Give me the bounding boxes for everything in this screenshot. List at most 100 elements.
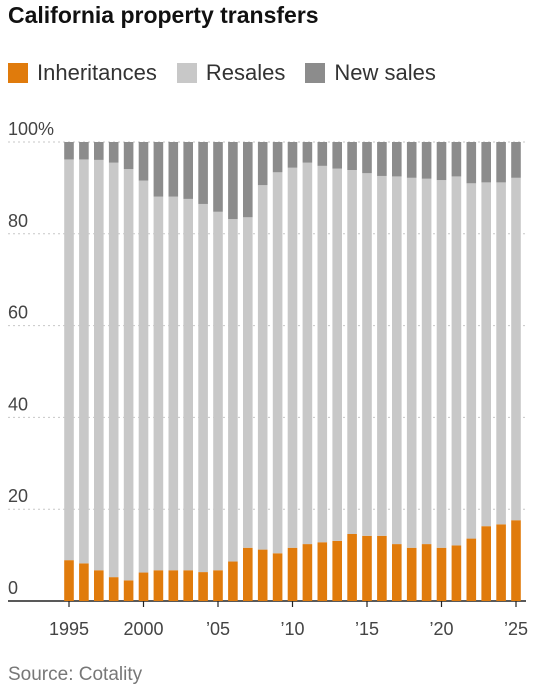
inheritances-bar xyxy=(287,547,298,601)
resales-bar xyxy=(198,203,208,573)
inheritances-bar xyxy=(138,572,149,601)
new-sales-bar xyxy=(168,142,179,197)
inheritances-bar xyxy=(347,533,357,601)
resales-bar xyxy=(272,172,283,554)
new-sales-bar xyxy=(287,142,298,168)
inheritances-bar xyxy=(377,535,387,601)
new-sales-bar xyxy=(511,142,521,178)
inheritances-bar xyxy=(436,547,447,601)
resales-bar xyxy=(377,175,387,536)
legend-swatch-new-sales xyxy=(305,63,326,83)
inheritances-bar xyxy=(392,544,402,601)
y-tick-label: 80 xyxy=(8,211,28,231)
new-sales-bar xyxy=(496,142,506,183)
new-sales-bar xyxy=(332,142,342,169)
resales-bar xyxy=(406,177,417,548)
legend-item-inheritances: Inheritances xyxy=(8,60,157,86)
resales-bar xyxy=(362,173,372,536)
inheritances-bar xyxy=(302,544,313,601)
inheritances-bar xyxy=(317,542,328,601)
legend-item-resales: Resales xyxy=(176,60,285,86)
resales-bar xyxy=(317,165,328,543)
x-tick-label: ’25 xyxy=(504,619,528,639)
inheritances-bar xyxy=(228,561,238,601)
inheritances-bar xyxy=(406,547,417,601)
x-tick-label: ’05 xyxy=(206,619,230,639)
legend: Inheritances Resales New sales xyxy=(8,60,436,86)
new-sales-bar xyxy=(436,142,447,181)
inheritances-bar xyxy=(272,553,283,601)
new-sales-bar xyxy=(451,142,462,177)
resales-bar xyxy=(123,169,134,581)
new-sales-bar xyxy=(213,142,223,212)
inheritances-bar xyxy=(421,544,432,601)
x-tick-label: 1995 xyxy=(49,619,89,639)
new-sales-bar xyxy=(466,142,477,184)
x-tick-label: ’15 xyxy=(355,619,379,639)
new-sales-bar xyxy=(198,142,208,204)
inheritances-bar xyxy=(108,577,119,601)
resales-bar xyxy=(392,176,402,545)
legend-label-new-sales: New sales xyxy=(334,60,436,85)
inheritances-bar xyxy=(198,572,208,601)
inheritances-bar xyxy=(123,580,134,601)
inheritances-bar xyxy=(168,570,179,601)
inheritances-bar xyxy=(257,549,268,601)
resales-bar xyxy=(302,162,313,545)
resales-bar xyxy=(243,217,253,548)
inheritances-bar xyxy=(94,570,104,601)
new-sales-bar xyxy=(64,142,74,160)
resales-bar xyxy=(94,159,104,571)
x-tick-label: ’20 xyxy=(429,619,453,639)
new-sales-bar xyxy=(421,142,432,179)
y-tick-label: 100% xyxy=(8,119,54,139)
inheritances-bar xyxy=(332,540,342,601)
chart-title: California property transfers xyxy=(8,2,319,28)
legend-item-new-sales: New sales xyxy=(305,60,436,86)
inheritances-bar xyxy=(64,560,74,601)
new-sales-bar xyxy=(153,142,164,197)
stacked-bar-chart: 0 20 40 60 80 100% 1995 2000 ’05 ’10 ’15 ’20 ’25 xyxy=(8,119,528,639)
resales-bar xyxy=(511,177,521,521)
inheritances-bar xyxy=(466,538,477,601)
new-sales-bar xyxy=(138,142,149,181)
resales-bar xyxy=(64,159,74,561)
resales-bar xyxy=(451,176,462,546)
new-sales-bar xyxy=(392,142,402,177)
inheritances-bar xyxy=(183,570,193,601)
inheritances-bar xyxy=(362,535,372,601)
new-sales-bar xyxy=(94,142,104,160)
resales-bar xyxy=(347,169,357,534)
inheritances-bar xyxy=(243,547,253,601)
resales-bar xyxy=(138,180,149,573)
inheritances-bar xyxy=(451,545,462,601)
resales-bar xyxy=(466,183,477,539)
inheritances-bar xyxy=(481,526,491,601)
resales-bar xyxy=(213,211,223,571)
resales-bar xyxy=(496,182,506,525)
x-tick-label: 2000 xyxy=(123,619,163,639)
resales-bar xyxy=(436,180,447,548)
y-tick-label: 40 xyxy=(8,394,28,414)
resales-bar xyxy=(332,168,342,541)
new-sales-bar xyxy=(347,142,357,170)
new-sales-bar xyxy=(481,142,491,183)
resales-bar xyxy=(168,196,179,571)
y-tick-label: 0 xyxy=(8,578,18,598)
x-tick-label: ’10 xyxy=(280,619,304,639)
new-sales-bar xyxy=(272,142,283,173)
y-tick-label: 20 xyxy=(8,486,28,506)
new-sales-bar xyxy=(257,142,268,186)
source-note: Source: Cotality xyxy=(8,664,143,685)
new-sales-bar xyxy=(362,142,372,174)
legend-swatch-resales xyxy=(176,63,197,83)
new-sales-bar xyxy=(228,142,238,220)
resales-bar xyxy=(257,185,268,550)
resales-bar xyxy=(481,182,491,527)
resales-bar xyxy=(183,198,193,571)
inheritances-bar xyxy=(496,524,506,601)
new-sales-bar xyxy=(243,142,253,218)
legend-label-inheritances: Inheritances xyxy=(37,60,157,85)
new-sales-bar xyxy=(406,142,417,178)
resales-bar xyxy=(153,196,164,571)
